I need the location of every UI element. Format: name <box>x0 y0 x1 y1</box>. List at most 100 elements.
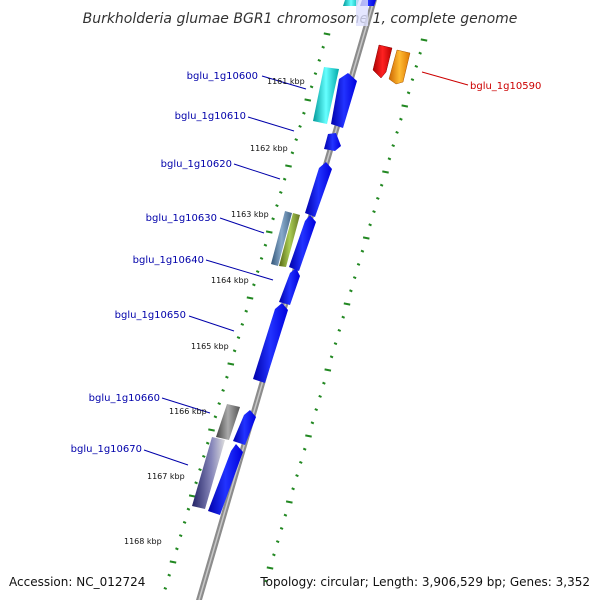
gene-bglu-1g10670-arrow[interactable] <box>208 444 243 515</box>
minor-tick <box>282 177 287 181</box>
gene-bglu-1g10600-arrow[interactable] <box>331 73 357 128</box>
minor-tick <box>213 415 218 419</box>
minor-tick <box>275 540 280 544</box>
gene-bglu-1g10640-arrow-b[interactable] <box>279 268 300 305</box>
gene-bglu-1g10660-gray[interactable] <box>216 404 240 440</box>
minor-tick <box>264 579 268 583</box>
minor-tick <box>271 217 275 221</box>
minor-tick <box>275 204 279 208</box>
leader-bglu-1g10590 <box>421 71 469 86</box>
gene-bglu-1g10620-arrow[interactable] <box>305 162 332 217</box>
minor-tick <box>414 64 419 68</box>
minor-tick <box>175 547 179 551</box>
minor-tick <box>313 72 318 76</box>
tick-label-1166: 1166 kbp <box>169 407 207 416</box>
minor-tick <box>255 270 260 274</box>
leader-bglu-1g10660 <box>161 397 211 414</box>
map-title: Burkholderia glumae BGR1 chromosome 1, c… <box>83 11 518 27</box>
minor-tick <box>318 394 322 398</box>
minor-tick <box>379 183 384 187</box>
gene-bglu-1g10630-steel[interactable] <box>271 211 292 266</box>
gene-bglu-1g10610-arrow[interactable] <box>324 133 341 151</box>
minor-tick <box>314 408 318 412</box>
minor-tick <box>317 58 322 62</box>
tick-label-1163: 1163 kbp <box>231 210 269 219</box>
minor-tick <box>372 210 376 214</box>
minor-tick <box>310 421 315 425</box>
minor-tick <box>279 190 283 194</box>
gene-label-bglu-1g10640[interactable]: bglu_1g10640 <box>133 255 204 266</box>
tick-label-1164: 1164 kbp <box>211 276 249 285</box>
gene-bglu-1g10590-red[interactable] <box>372 44 393 79</box>
tick-label-1167: 1167 kbp <box>147 472 185 481</box>
minor-tick <box>368 223 372 227</box>
minor-tick <box>387 157 392 161</box>
gene-label-bglu-1g10630[interactable]: bglu_1g10630 <box>146 213 217 224</box>
major-tick <box>362 236 370 240</box>
minor-tick <box>418 51 422 55</box>
minor-tick <box>395 130 399 134</box>
inner-tick-ring <box>163 32 331 590</box>
minor-tick <box>302 111 306 115</box>
major-tick <box>266 566 274 570</box>
gene-orange[interactable] <box>388 49 411 85</box>
major-tick <box>246 296 254 300</box>
minor-tick <box>186 507 191 511</box>
minor-tick <box>244 309 248 313</box>
minor-tick <box>163 586 168 590</box>
minor-tick <box>283 513 288 517</box>
gene-top-light <box>356 0 368 26</box>
leader-bglu-1g10640 <box>205 259 274 281</box>
gene-label-bglu-1g10620[interactable]: bglu_1g10620 <box>161 159 232 170</box>
gene-label-bglu-1g10650[interactable]: bglu_1g10650 <box>115 310 186 321</box>
minor-tick <box>182 520 187 524</box>
minor-tick <box>290 151 295 155</box>
minor-tick <box>279 526 284 530</box>
minor-tick <box>217 402 221 406</box>
minor-tick <box>410 78 415 82</box>
gene-bglu-1g10670-slate[interactable] <box>192 437 225 509</box>
major-tick <box>304 98 312 102</box>
major-tick <box>323 32 331 36</box>
leader-bglu-1g10610 <box>247 116 295 132</box>
leader-bglu-1g10620 <box>233 163 281 180</box>
topology-text: Topology: circular; Length: 3,906,529 bp… <box>259 575 590 589</box>
minor-tick <box>399 117 403 121</box>
minor-tick <box>236 336 241 340</box>
gene-label-bglu-1g10590[interactable]: bglu_1g10590 <box>470 81 541 92</box>
major-tick <box>188 494 196 498</box>
minor-tick <box>406 91 411 95</box>
minor-tick <box>321 45 325 49</box>
minor-tick <box>202 454 206 458</box>
minor-tick <box>299 460 303 464</box>
minor-tick <box>221 388 225 392</box>
major-tick <box>265 230 273 234</box>
gene-bglu-1g10650-arrow[interactable] <box>253 303 288 383</box>
minor-tick <box>194 481 198 485</box>
major-tick <box>169 560 177 564</box>
minor-tick <box>302 447 307 451</box>
minor-tick <box>391 144 395 148</box>
gene-label-bglu-1g10600[interactable]: bglu_1g10600 <box>187 71 258 82</box>
gene-bglu-1g10660-arrow[interactable] <box>233 410 256 445</box>
gene-label-bglu-1g10660[interactable]: bglu_1g10660 <box>89 393 160 404</box>
major-tick <box>227 362 235 366</box>
gene-top-cyan <box>343 0 359 6</box>
gene-bglu-1g10640-arrow-a[interactable] <box>289 215 316 271</box>
minor-tick <box>263 243 268 247</box>
minor-tick <box>337 328 342 332</box>
minor-tick <box>252 283 256 287</box>
minor-tick <box>198 468 202 472</box>
gene-label-bglu-1g10610[interactable]: bglu_1g10610 <box>175 111 246 122</box>
gene-label-bglu-1g10670[interactable]: bglu_1g10670 <box>71 444 142 455</box>
gene-bglu-1g10630-olive[interactable] <box>279 213 300 267</box>
major-tick <box>401 104 409 108</box>
leader-bglu-1g10670 <box>143 449 189 466</box>
gene-bglu-1g10600-cyan[interactable] <box>313 67 339 124</box>
tick-label-1165: 1165 kbp <box>191 342 229 351</box>
leader-bglu-1g10650 <box>188 315 235 332</box>
minor-tick <box>240 322 245 326</box>
minor-tick <box>298 124 302 128</box>
major-tick <box>285 500 293 504</box>
